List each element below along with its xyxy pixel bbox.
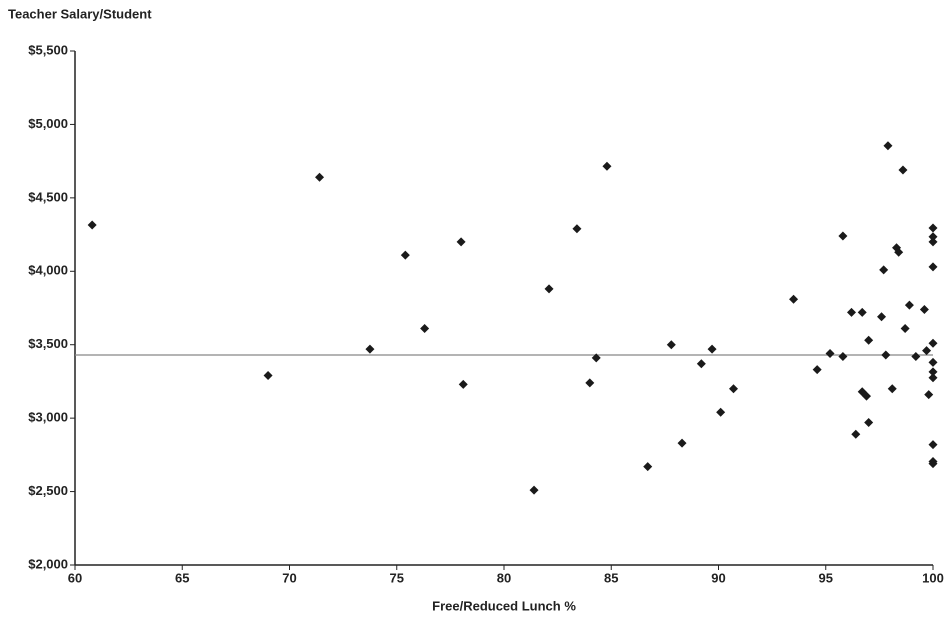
point (529, 485, 539, 495)
point (883, 141, 893, 151)
point (864, 418, 874, 428)
point (919, 304, 929, 314)
point (812, 365, 822, 375)
point (862, 391, 872, 401)
point (666, 340, 676, 350)
x-tick-label: 60 (68, 570, 82, 585)
x-axis-label: Free/Reduced Lunch % (432, 598, 576, 613)
point (922, 346, 932, 356)
x-tick-label: 65 (175, 570, 189, 585)
x-tick-label: 80 (497, 570, 511, 585)
point (928, 373, 938, 383)
point (928, 367, 938, 377)
point (928, 237, 938, 247)
point (400, 250, 410, 260)
point (677, 438, 687, 448)
point (857, 307, 867, 317)
point (928, 223, 938, 233)
point (881, 350, 891, 360)
x-tick-label: 100 (922, 570, 944, 585)
y-tick-label: $5,500 (28, 42, 68, 57)
point (898, 165, 908, 175)
point (900, 324, 910, 334)
point (591, 353, 601, 363)
point (572, 224, 582, 234)
point (838, 351, 848, 361)
point (544, 284, 554, 294)
y-axis-label: Teacher Salary/Student (8, 6, 152, 21)
x-tick-label: 70 (282, 570, 296, 585)
point (928, 338, 938, 348)
point (928, 262, 938, 272)
point (887, 384, 897, 394)
point (420, 324, 430, 334)
point (877, 312, 887, 322)
point (263, 371, 273, 381)
point (879, 265, 889, 275)
x-tick-label: 90 (711, 570, 725, 585)
point (846, 307, 856, 317)
point (894, 247, 904, 257)
y-tick-label: $3,500 (28, 336, 68, 351)
point (904, 300, 914, 310)
point (928, 357, 938, 367)
point (729, 384, 739, 394)
point (365, 344, 375, 354)
point (602, 161, 612, 171)
point (696, 359, 706, 369)
y-tick-label: $3,000 (28, 410, 68, 425)
point (838, 231, 848, 241)
point (315, 172, 325, 182)
point (87, 220, 97, 230)
y-tick-label: $2,500 (28, 483, 68, 498)
point (789, 294, 799, 304)
point (643, 462, 653, 472)
point (716, 407, 726, 417)
y-tick-label: $4,500 (28, 189, 68, 204)
x-tick-label: 95 (819, 570, 833, 585)
point (707, 344, 717, 354)
point (458, 379, 468, 389)
point (864, 335, 874, 345)
point (911, 351, 921, 361)
y-tick-label: $5,000 (28, 116, 68, 131)
x-tick-label: 75 (390, 570, 404, 585)
point (456, 237, 466, 247)
point (924, 390, 934, 400)
point (928, 459, 938, 469)
point (585, 378, 595, 388)
point (825, 349, 835, 359)
y-tick-label: $4,000 (28, 263, 68, 278)
point (928, 440, 938, 450)
point (851, 429, 861, 439)
y-tick-label: $2,000 (28, 556, 68, 571)
point (928, 232, 938, 242)
x-tick-label: 85 (604, 570, 618, 585)
